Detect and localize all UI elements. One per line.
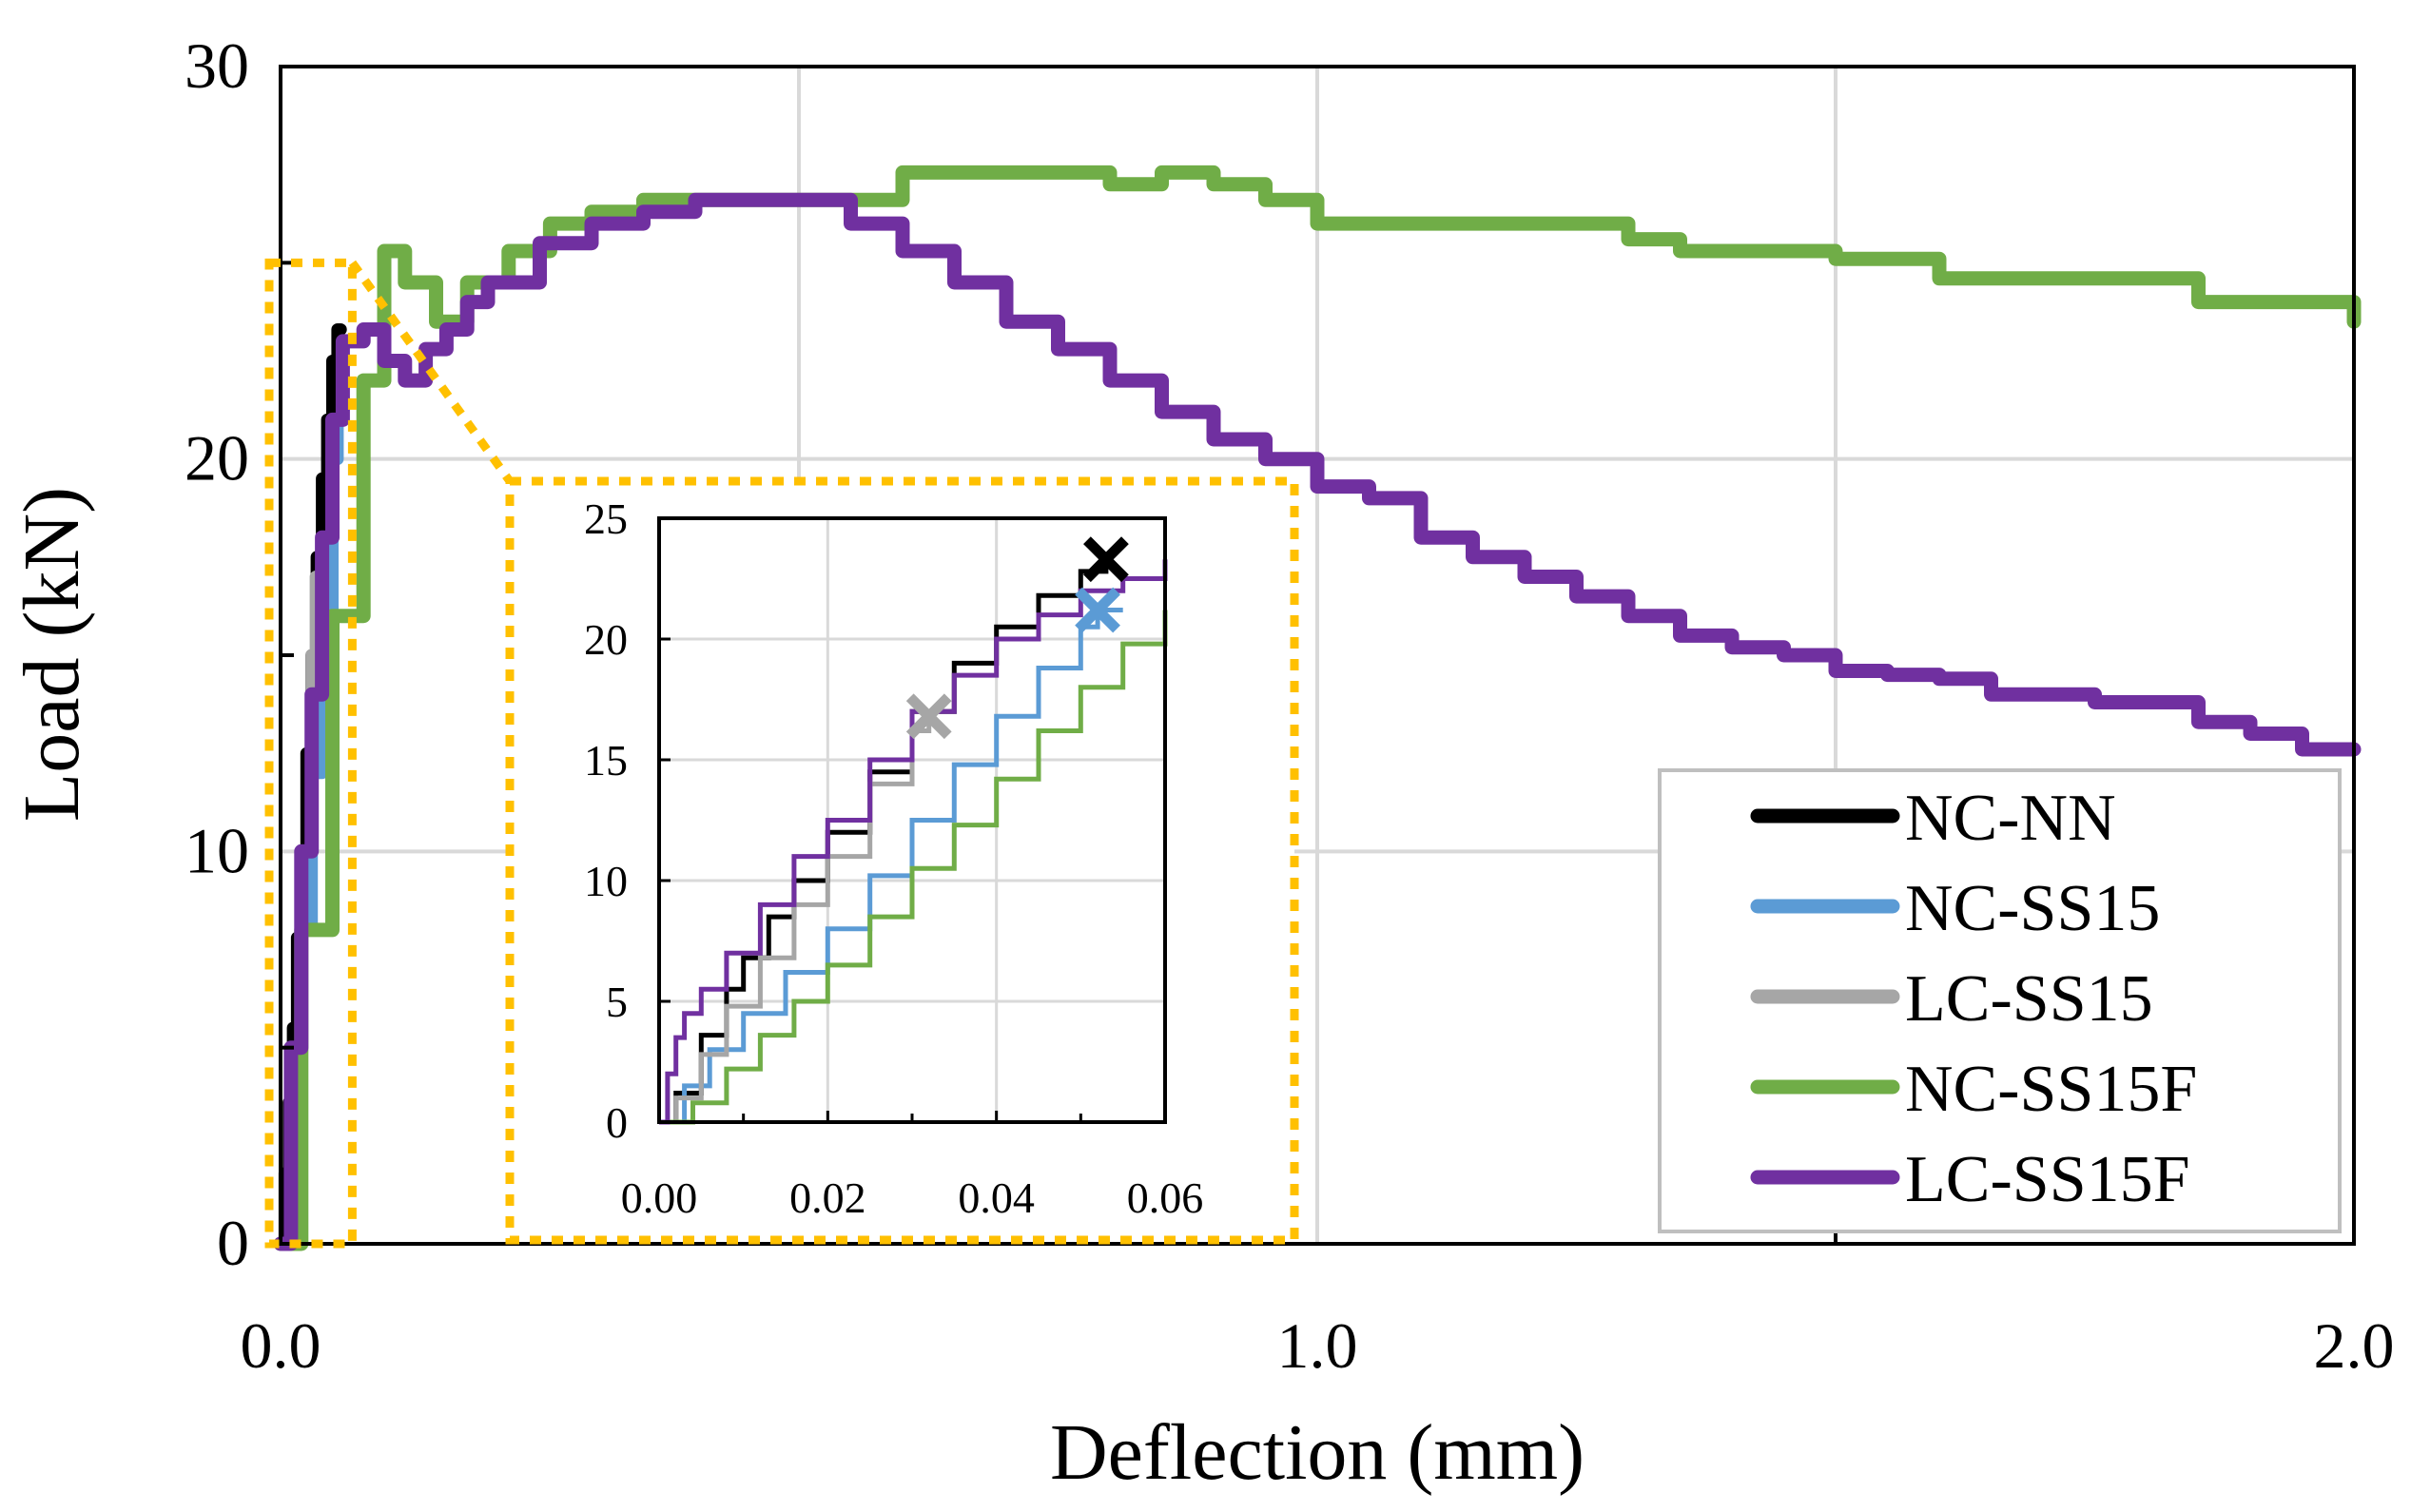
legend-label: NC-SS15	[1905, 872, 2160, 945]
legend-item-lc-ss15: LC-SS15	[1750, 962, 2153, 1036]
inset-dotted-border	[505, 476, 1299, 1245]
failure-marker-lc-ss15	[905, 693, 952, 740]
legend-label: NC-SS15F	[1905, 1053, 2197, 1126]
inset-x-tick-label: 0.00	[621, 1173, 698, 1222]
inset-y-tick-label: 15	[584, 736, 628, 785]
series-line-nc-ss15f	[273, 165, 2362, 1251]
failure-marker-stroke	[905, 693, 952, 740]
main-series-lines	[273, 165, 2362, 1251]
x-axis-title: Deflection (mm)	[1050, 1408, 1585, 1497]
failure-markers	[905, 536, 1129, 740]
zoom-region-box	[264, 258, 357, 1249]
inset-tick-marks	[657, 516, 1167, 1124]
main-tick-labels: 0 10 20 30 0.0 1.0 2.0	[185, 29, 2395, 1382]
inset-y-tick-label: 25	[584, 494, 628, 543]
main-x-tick-label: 0.0	[241, 1309, 321, 1382]
inset-series-line-lc-ss15	[659, 716, 932, 1125]
legend: NC-NN NC-SS15 LC-SS15 NC-SS15F LC-SS15F	[1658, 768, 2342, 1233]
inset-y-tick-label: 20	[584, 615, 628, 664]
failure-marker-nc-ss15	[1075, 587, 1120, 633]
inset-x-tick-label: 0.02	[789, 1173, 866, 1222]
inset-x-tick-label: 0.06	[1127, 1173, 1204, 1222]
legend-item-nc-nn: NC-NN	[1750, 782, 2116, 855]
inset-series-line-nc-ss15f	[659, 610, 1168, 1125]
inset-y-tick-label: 5	[606, 978, 628, 1026]
failure-marker-nc-nn	[1083, 536, 1129, 583]
y-axis-title: Load (kN)	[8, 487, 96, 822]
failure-marker-stroke	[1075, 587, 1120, 633]
inset-series-line-lc-ss15f	[659, 559, 1168, 1125]
inset-x-tick-label: 0.04	[958, 1173, 1035, 1222]
zoom-connector-top	[348, 260, 514, 484]
main-x-tick-label: 1.0	[1277, 1309, 1358, 1382]
series-line-lc-ss15f	[273, 192, 2362, 1251]
legend-label: LC-SS15F	[1905, 1143, 2190, 1216]
legend-item-nc-ss15f: NC-SS15F	[1750, 1053, 2197, 1126]
inset-series-lines	[659, 559, 1168, 1125]
main-y-tick-label: 30	[185, 29, 249, 102]
inset-y-tick-label: 10	[584, 857, 628, 905]
failure-marker-stroke	[1083, 536, 1129, 583]
legend-item-nc-ss15: NC-SS15	[1750, 872, 2160, 945]
inset-tick-labels: 0 5 10 15 20 25 0.00 0.02 0.04 0.06	[584, 494, 1203, 1222]
main-x-tick-label: 2.0	[2314, 1309, 2395, 1382]
legend-items: NC-NN NC-SS15 LC-SS15 NC-SS15F LC-SS15F	[1750, 782, 2197, 1216]
main-y-tick-label: 0	[217, 1207, 249, 1279]
zoom-indicator	[264, 258, 514, 1249]
legend-item-lc-ss15f: LC-SS15F	[1750, 1143, 2190, 1216]
main-y-tick-label: 10	[185, 814, 249, 886]
legend-label: LC-SS15	[1905, 962, 2153, 1036]
main-y-tick-label: 20	[185, 422, 249, 494]
inset-series-line-nc-ss15	[659, 608, 1123, 1125]
inset-y-tick-label: 0	[606, 1098, 628, 1147]
legend-label: NC-NN	[1905, 782, 2116, 855]
